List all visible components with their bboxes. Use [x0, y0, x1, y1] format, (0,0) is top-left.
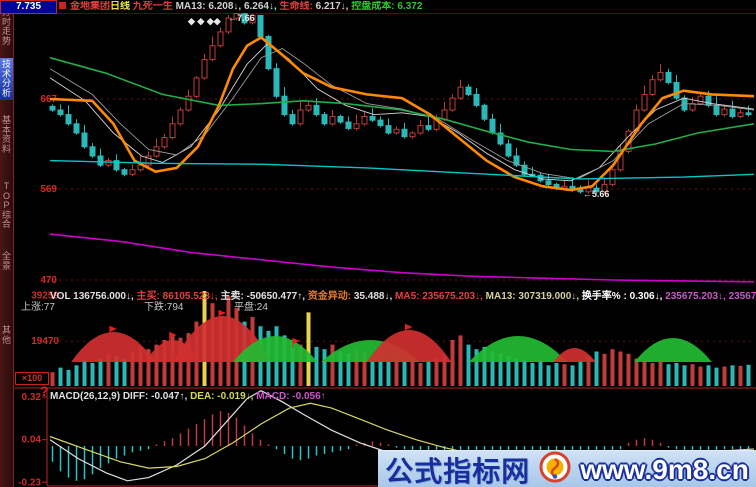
svg-text:19470: 19470 — [31, 336, 59, 347]
macd-indicator-header: MACD(26,12,9) DIFF: -0.047↑, DEA: -0.019… — [50, 391, 326, 402]
text-segment: 235675 — [728, 291, 756, 302]
market-breadth: 上涨:77 下跌:794 平盘:24 — [21, 298, 268, 313]
text-segment: 控盘成本: — [351, 1, 398, 12]
main-candlestick-chart[interactable]: 667 569 470 ◆ ◆ ◆◆ ←7.66 ←5.66 — [13, 13, 756, 286]
watermark-logo-icon — [539, 451, 571, 487]
watermark-site-name: 公式指标网 — [385, 455, 531, 487]
text-segment: 6.372 — [397, 1, 423, 12]
advancers-count: 上涨:77 — [21, 302, 55, 313]
overlay-line-ma-fast — [49, 42, 755, 182]
overlay-line-lifeline — [49, 56, 755, 153]
text-segment: MA13: 307319.000↓, — [485, 291, 582, 302]
sidebar-tab-3[interactable]: 基本资料 — [1, 115, 11, 154]
sidebar-tab-6[interactable]: 其他 — [1, 325, 11, 345]
chart-title: 金地集团日线 九死一生 MA13: 6.208↓, 6.264↓, 生命线: 6… — [70, 1, 422, 12]
window-icon — [59, 2, 66, 9]
text-segment: 235675.203↓, — [665, 291, 729, 302]
overlay-line-slow-cyan — [49, 159, 755, 180]
svg-text:667: 667 — [40, 94, 57, 105]
text-segment: 资金异动: — [307, 291, 354, 302]
svg-text:569: 569 — [40, 184, 57, 195]
text-segment: 九死一生 — [132, 1, 176, 12]
volume-indicator-header: VOL 136756.000↓, 主买: 86105.523↓, 主卖: -50… — [50, 287, 756, 302]
price-display: 7.735 — [0, 0, 57, 14]
overlay-line-trend-magenta — [49, 233, 755, 283]
text-segment: 6.217↓, — [315, 1, 352, 12]
price-annotation: ←5.66 — [583, 189, 610, 199]
text-segment: DIFF: -0.047↑, — [122, 391, 191, 402]
volume-unit-label: ×100 — [15, 372, 49, 385]
text-segment: 6.264↓, — [243, 1, 280, 12]
text-segment: MA13: — [175, 1, 209, 12]
text-segment: DEA: -0.019↓, — [190, 391, 257, 402]
svg-text:-0.23: -0.23 — [18, 477, 41, 487]
svg-text:39259: 39259 — [31, 291, 59, 302]
svg-text:0.04: 0.04 — [22, 435, 42, 446]
unchanged-count: 平盘:24 — [234, 302, 268, 313]
text-segment: MACD(26,12,9) — [50, 391, 123, 402]
text-segment: 6.208↓, — [208, 1, 244, 12]
watermark-url: www.9m8.cn — [580, 453, 749, 485]
text-segment: 金地集团 — [70, 1, 110, 12]
volume-chart[interactable]: 39259 19470 — [13, 286, 756, 389]
main-grid: 667 569 470 — [40, 94, 755, 286]
text-segment: 35.488↓, — [353, 291, 396, 302]
title-divider — [13, 13, 756, 14]
sidebar-tab-5[interactable]: 全景 — [1, 251, 11, 271]
price-annotation: ◆ ◆ ◆◆ — [187, 16, 222, 26]
text-segment: 主买: — [136, 291, 163, 302]
text-segment: 86105.523↓, — [162, 291, 221, 302]
text-segment: 主卖: -50650.477↑, — [220, 291, 308, 302]
sidebar-tab-2[interactable]: 技术分析 — [0, 58, 13, 100]
text-segment: 换手率% : 0.306↓, — [581, 291, 666, 302]
price-annotation: ←7.66 — [228, 13, 255, 23]
watermark-banner: 公式指标网 www.9m8.cn — [378, 450, 756, 487]
svg-text:470: 470 — [40, 275, 57, 286]
overlay-line-cost-line — [49, 35, 755, 192]
title-bar: 金地集团日线 九死一生 MA13: 6.208↓, 6.264↓, 生命线: 6… — [59, 1, 754, 13]
sidebar: 分时走势技术分析基本资料TOP综合全景其他 — [0, 0, 14, 487]
decliners-count: 下跌:794 — [144, 302, 184, 313]
text-segment: MA5: 235675.203↓, — [395, 291, 486, 302]
candles-layer — [49, 13, 752, 194]
text-segment: MACD: -0.056↑ — [256, 391, 326, 402]
question-mark-icon: ? — [40, 383, 49, 399]
text-segment: 日线 — [110, 1, 133, 12]
signal-flags — [109, 310, 413, 348]
svg-text:0.32: 0.32 — [22, 392, 42, 403]
text-segment: 生命线: — [279, 1, 316, 12]
text-segment: VOL 136756.000↓, — [50, 291, 137, 302]
fund-flow-blobs — [71, 316, 712, 362]
